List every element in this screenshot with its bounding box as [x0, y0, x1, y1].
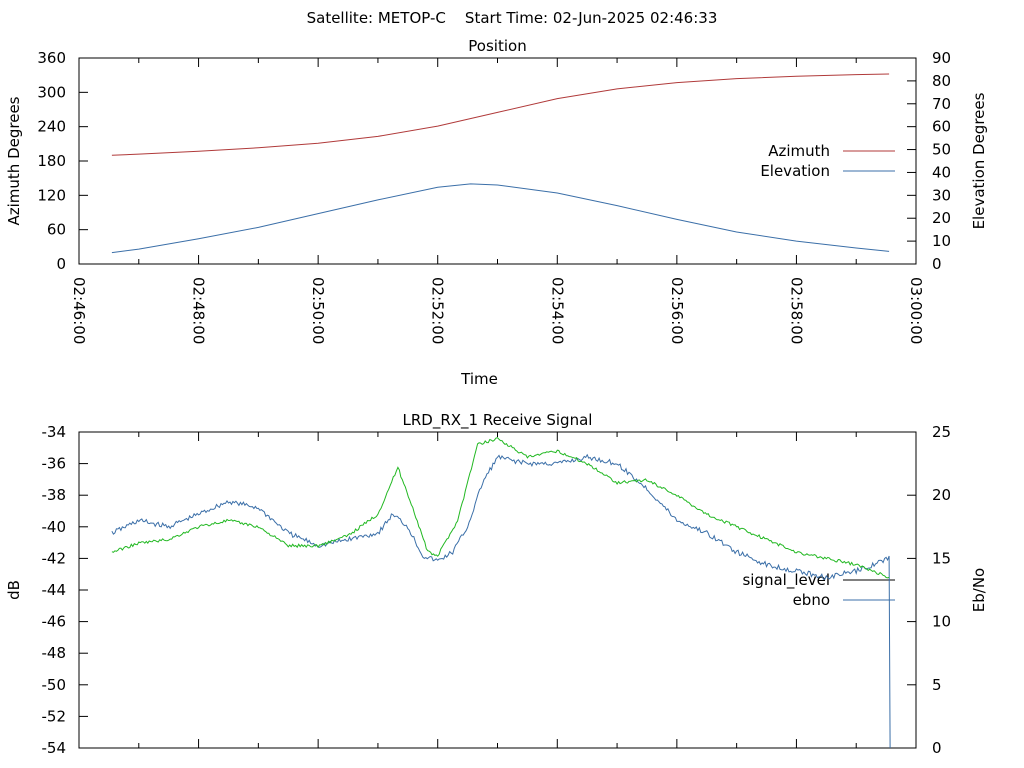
x-tick-label: 02:46:00 [70, 277, 88, 344]
series-line-unnamed [111, 437, 890, 579]
y2-tick-label: 40 [932, 163, 951, 181]
y2-axis-label: Eb/No [970, 568, 988, 612]
report-title: Satellite: METOP-C Start Time: 02-Jun-20… [307, 9, 718, 27]
y-tick-label: 60 [47, 221, 66, 239]
x-tick-label: 02:58:00 [787, 277, 805, 344]
legend-label: Azimuth [768, 142, 830, 160]
y2-tick-label: 10 [932, 232, 951, 250]
y2-tick-label: 0 [932, 255, 942, 273]
y2-tick-label: 20 [932, 486, 951, 504]
position-chart: Position 02:46:00 02:48:00 02:50:00 02:52:00… [5, 37, 988, 388]
x-tick-label: 02:52:00 [429, 277, 447, 344]
x-tick-label: 02:56:00 [668, 277, 686, 344]
legend-label: signal_level [742, 571, 830, 590]
y-tick-label: 120 [37, 186, 66, 204]
legend-label: ebno [793, 591, 830, 609]
y-tick-label: -52 [42, 707, 67, 725]
y2-tick-label: 20 [932, 209, 951, 227]
series-line-Elevation [111, 183, 890, 254]
chart-title: LRD_RX_1 Receive Signal [403, 411, 593, 430]
y-tick-label: -40 [42, 518, 67, 536]
y-axis-label: dB [5, 580, 23, 600]
y-tick-label: 360 [37, 49, 66, 67]
y-tick-label: -36 [42, 455, 67, 473]
y-tick-label: 240 [37, 118, 66, 136]
y2-tick-label: 5 [932, 676, 942, 694]
y2-tick-label: 30 [932, 186, 951, 204]
y-tick-label: 180 [37, 152, 66, 170]
y2-tick-label: 0 [932, 739, 942, 757]
x-tick-label: 03:00:00 [907, 277, 925, 344]
plot-frame [78, 431, 917, 749]
legend-label: Elevation [760, 162, 830, 180]
chart-title: Position [468, 37, 526, 55]
y-tick-label: -44 [42, 581, 67, 599]
y-tick-label: -38 [42, 486, 67, 504]
y2-tick-label: 10 [932, 613, 951, 631]
x-axis-label: Time [460, 370, 498, 388]
y2-tick-label: 90 [932, 49, 951, 67]
y-tick-label: -54 [42, 739, 67, 757]
y-tick-label: -34 [42, 423, 67, 441]
y2-tick-label: 15 [932, 549, 951, 567]
y2-tick-label: 50 [932, 141, 951, 159]
y-tick-label: -46 [42, 613, 67, 631]
y-axis-label: Azimuth Degrees [5, 96, 23, 225]
y2-tick-label: 70 [932, 95, 951, 113]
series-line-Azimuth [111, 73, 890, 156]
y2-tick-label: 80 [932, 72, 951, 90]
x-tick-label: 02:54:00 [548, 277, 566, 344]
y-tick-label: 300 [37, 83, 66, 101]
y2-tick-label: 60 [932, 118, 951, 136]
y2-axis-label: Elevation Degrees [970, 92, 988, 229]
y-tick-label: 0 [56, 255, 66, 273]
y-tick-label: -42 [42, 549, 67, 567]
receive-signal-chart: LRD_RX_1 Receive Signal -54 -52 -50 -48 -46 -4… [5, 411, 988, 757]
plot-frame [78, 57, 917, 265]
y-tick-label: -50 [42, 676, 67, 694]
x-tick-label: 02:48:00 [190, 277, 208, 344]
series-line-ebno [111, 453, 891, 749]
x-tick-label: 02:50:00 [309, 277, 327, 344]
y2-tick-label: 25 [932, 423, 951, 441]
y-tick-label: -48 [42, 644, 67, 662]
